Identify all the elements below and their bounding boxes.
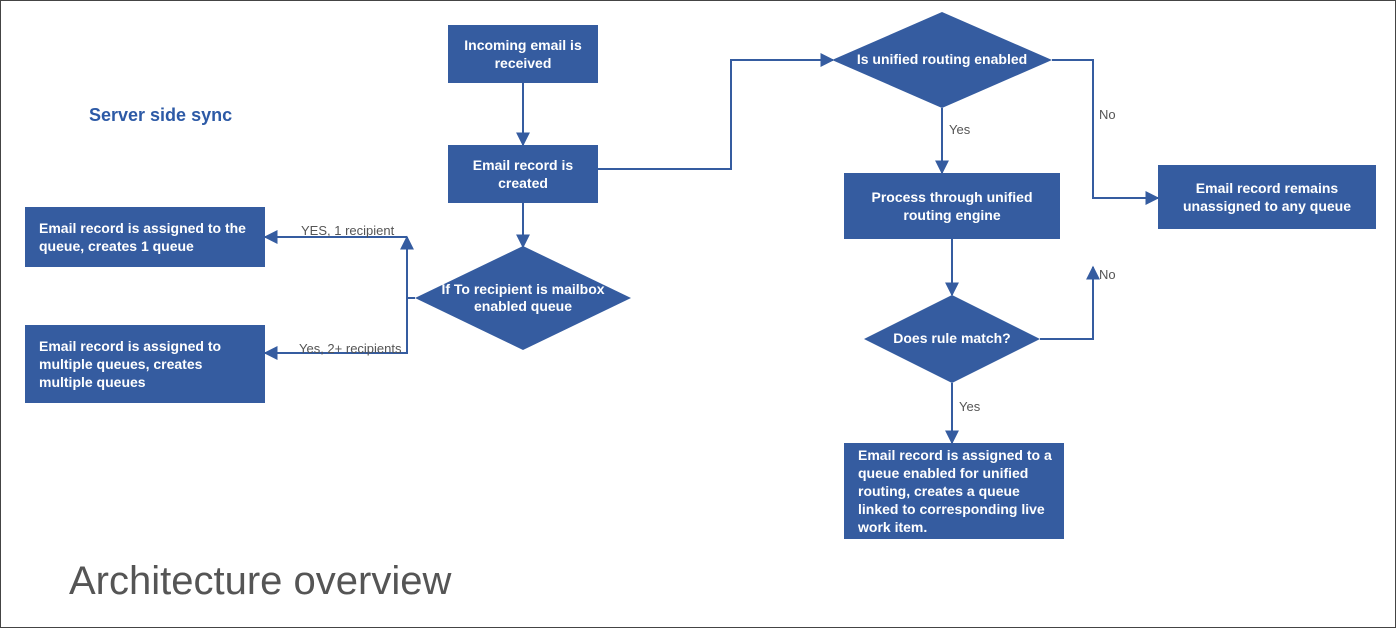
node-process-routing-engine: Process through unified routing engine xyxy=(844,173,1060,239)
node-email-record-created: Email record is created xyxy=(448,145,598,203)
flowchart-canvas: Server side sync Architecture overview I… xyxy=(0,0,1396,628)
node-label: Email record is created xyxy=(458,156,588,192)
edge xyxy=(407,237,415,298)
edge-label: YES, 1 recipient xyxy=(301,223,394,238)
node-label: If To recipient is mailbox enabled queue xyxy=(415,246,631,350)
node-assigned-multi-queue: Email record is assigned to multiple que… xyxy=(25,325,265,403)
node-label: Does rule match? xyxy=(864,295,1040,383)
node-remains-unassigned: Email record remains unassigned to any q… xyxy=(1158,165,1376,229)
node-incoming-email: Incoming email is received xyxy=(448,25,598,83)
edges-layer xyxy=(1,1,1396,629)
edge-label: Yes xyxy=(949,122,970,137)
node-decision-rule-match: Does rule match? xyxy=(864,295,1040,383)
edge xyxy=(1040,267,1093,339)
node-label: Is unified routing enabled xyxy=(832,12,1052,108)
edge-label: Yes xyxy=(959,399,980,414)
node-decision-unified-routing: Is unified routing enabled xyxy=(832,12,1052,108)
edge-label: Yes, 2+ recipients xyxy=(299,341,402,356)
section-title: Server side sync xyxy=(89,105,232,126)
page-title: Architecture overview xyxy=(69,559,451,604)
node-label: Email record is assigned to the queue, c… xyxy=(39,219,255,255)
node-label: Email record is assigned to a queue enab… xyxy=(858,446,1054,537)
node-decision-recipient-queue: If To recipient is mailbox enabled queue xyxy=(415,246,631,350)
edge xyxy=(598,60,833,169)
edge-label: No xyxy=(1099,267,1116,282)
node-label: Process through unified routing engine xyxy=(854,188,1050,224)
node-label: Incoming email is received xyxy=(458,36,588,72)
node-assigned-unified-queue: Email record is assigned to a queue enab… xyxy=(844,443,1064,539)
node-label: Email record remains unassigned to any q… xyxy=(1168,179,1366,215)
node-label: Email record is assigned to multiple que… xyxy=(39,337,255,392)
edge-label: No xyxy=(1099,107,1116,122)
edge xyxy=(1052,60,1158,198)
node-assigned-one-queue: Email record is assigned to the queue, c… xyxy=(25,207,265,267)
